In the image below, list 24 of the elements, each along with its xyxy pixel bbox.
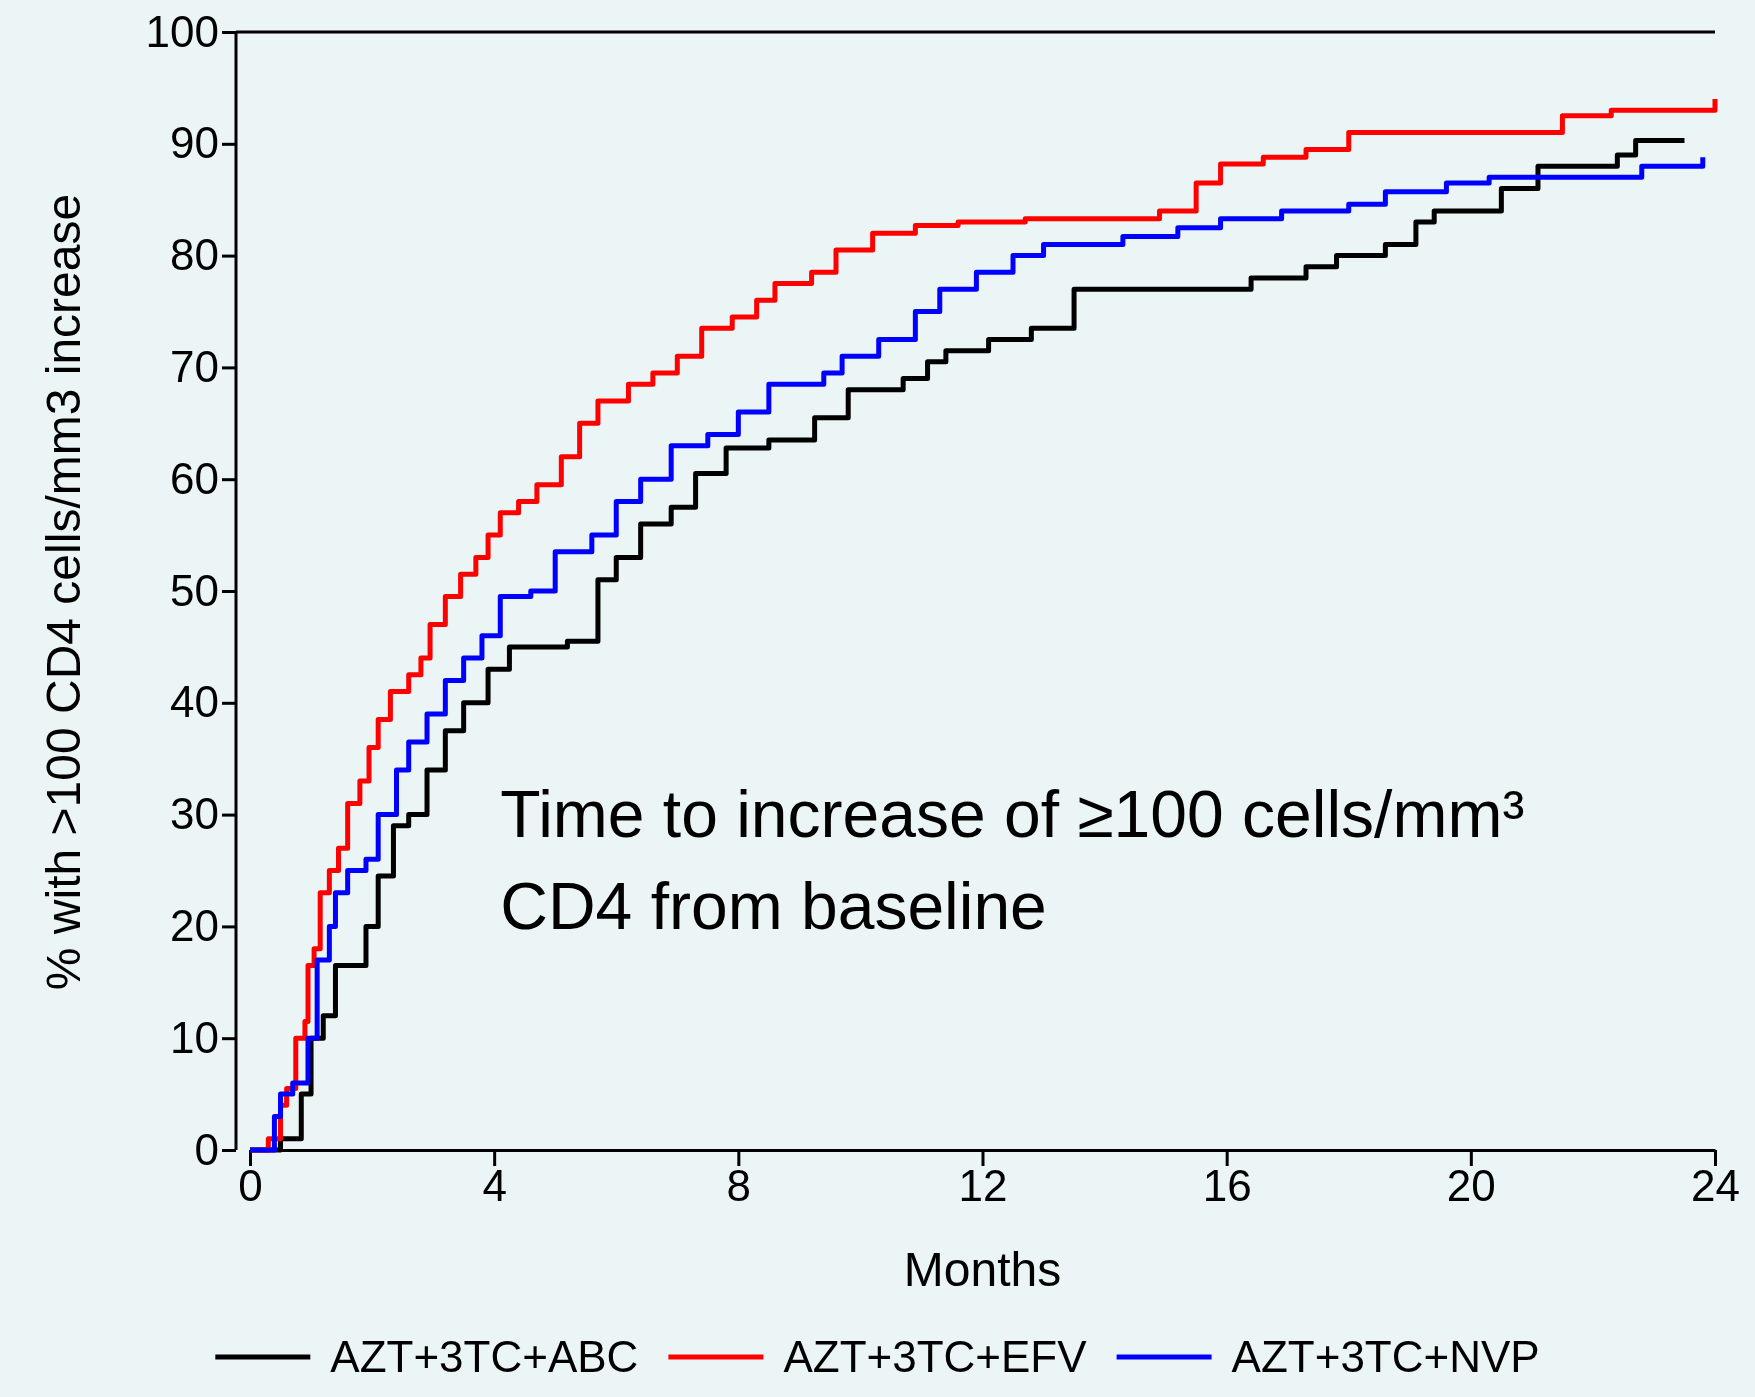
y-tick-label: 80: [170, 230, 219, 280]
x-tick-label: 4: [482, 1161, 507, 1211]
y-tick-label: 70: [170, 341, 219, 391]
legend-label: AZT+3TC+NVP: [1231, 1332, 1540, 1381]
x-tick-label: 16: [1202, 1161, 1252, 1211]
x-tick-label: 20: [1446, 1161, 1496, 1211]
y-tick-label: 50: [170, 565, 219, 615]
y-axis-title: % with >100 CD4 cells/mm3 increase: [37, 193, 90, 991]
x-axis-title: Months: [903, 1243, 1062, 1296]
x-tick-label: 8: [726, 1161, 752, 1211]
y-tick-label: 30: [170, 789, 219, 839]
x-tick-label: 12: [958, 1161, 1008, 1211]
y-tick-label: 90: [170, 118, 219, 168]
x-tick-label: 0: [238, 1161, 263, 1211]
y-tick-label: 60: [170, 453, 219, 503]
legend-label: AZT+3TC+EFV: [783, 1332, 1088, 1381]
legend-label: AZT+3TC+ABC: [330, 1332, 639, 1381]
y-tick-label: 20: [170, 900, 219, 950]
y-tick-label: 10: [170, 1012, 219, 1062]
x-tick-label: 24: [1691, 1161, 1740, 1211]
y-tick-label: 40: [170, 677, 219, 727]
y-tick-label: 0: [194, 1124, 219, 1174]
annotation: Time to increase of ≥100 cells/mm³ CD4 from baseline: [500, 776, 1525, 944]
y-tick-label: 100: [145, 6, 219, 56]
